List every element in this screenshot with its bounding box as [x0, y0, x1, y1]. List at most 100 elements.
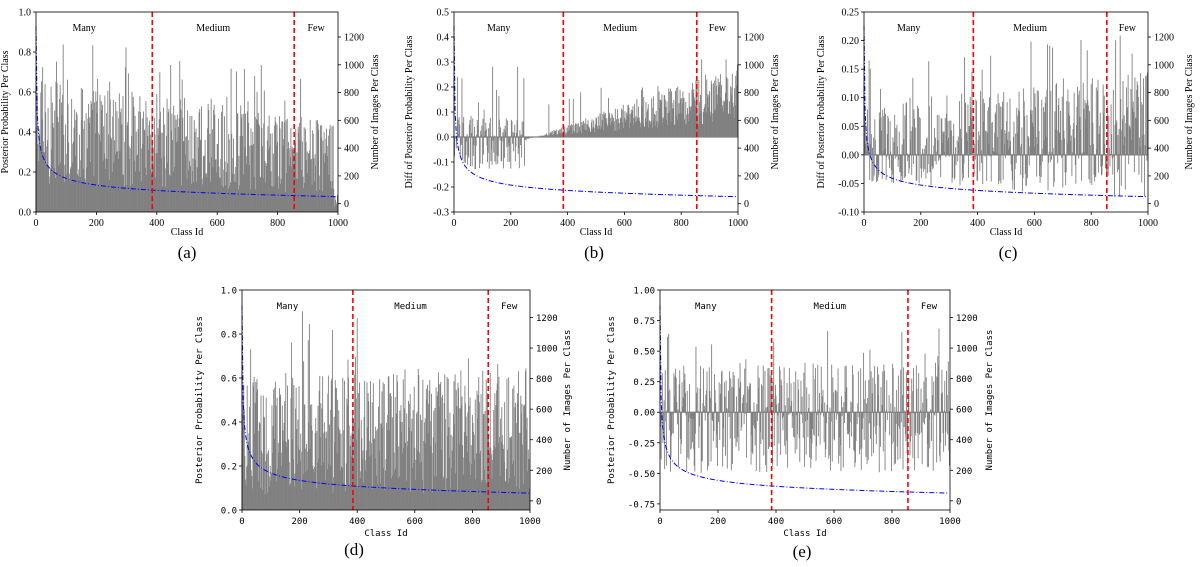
y-left-tick-label: -0.05: [838, 179, 859, 190]
region-label-many: Many: [897, 23, 920, 34]
x-tick-label: 1000: [328, 218, 348, 229]
region-label-few: Few: [307, 23, 325, 34]
y-right-tick-label: 600: [744, 116, 759, 127]
y-left-tick-label: -0.2: [433, 183, 449, 194]
region-label-few: Few: [1119, 23, 1137, 34]
y-right-tick-label: 0: [744, 199, 749, 210]
region-label-many: Many: [695, 302, 717, 312]
bars-c: [863, 35, 1148, 197]
axes-frame-c: [863, 11, 1149, 213]
y-left-tick-label: 0.0: [221, 507, 237, 517]
region-label-few: Few: [709, 23, 727, 34]
y-right-tick-label: 800: [536, 375, 552, 385]
y-left-tick-label: 0.1: [437, 108, 450, 119]
region-label-medium: Medium: [394, 302, 427, 312]
y-left-tick-label: -0.10: [838, 208, 859, 219]
caption-b: (b): [584, 243, 604, 262]
x-tick-label: 1000: [519, 517, 541, 527]
y-left-tick-label: -0.50: [628, 470, 655, 480]
y-right-tick-label: 400: [536, 436, 552, 446]
y-right-tick-label: 0: [536, 497, 541, 507]
x-tick-label: 600: [407, 517, 423, 527]
x-tick-label: 600: [1027, 218, 1042, 229]
x-tick-label: 400: [970, 218, 985, 229]
x-tick-label: 400: [768, 517, 784, 527]
y-left-tick-label: 0.6: [221, 375, 237, 385]
chart-b-svg: Many Medium Few 0 200 400 600 800 1000 -0.3 -0.2 -0…: [404, 8, 781, 239]
y-right-tick-label: 1000: [1154, 60, 1174, 71]
y-left-tick-label: 0.2: [437, 83, 450, 94]
y-left-tick-label: 0.4: [437, 33, 450, 44]
y-left-axis-label: Posterior Probability Per Class: [195, 316, 205, 484]
x-tick-label: 1000: [1138, 218, 1158, 229]
region-label-few: Few: [501, 302, 518, 312]
caption-d: (d): [344, 540, 364, 559]
y-right-tick-label: 200: [344, 171, 359, 182]
region-label-many: Many: [72, 23, 95, 34]
chart-c-svg: Many Medium Few 0 200 400 600 800 1000 -0.10 -0.05…: [816, 8, 1195, 239]
y-right-tick-label: 0: [344, 199, 349, 210]
bars-d: [241, 311, 530, 510]
y-right-tick-label: 800: [744, 88, 759, 99]
y-left-axis-label: Diff of Posterior Probability Per Class: [404, 35, 415, 188]
y-right-tick-label: 600: [536, 406, 552, 416]
x-tick-label: 0: [34, 218, 39, 229]
x-tick-label: 0: [239, 517, 244, 527]
y-left-tick-label: 0.2: [221, 463, 237, 473]
y-left-tick-label: 0.2: [19, 168, 32, 179]
y-right-tick-label: 800: [1154, 88, 1169, 99]
y-right-tick-label: 1200: [744, 33, 764, 44]
bars-a: [35, 44, 338, 212]
axes-frame-e: [659, 289, 951, 511]
y-right-tick-label: 1200: [956, 314, 978, 324]
x-tick-label: 400: [149, 218, 164, 229]
axes-frame-d: [241, 289, 531, 511]
x-tick-label: 200: [503, 218, 518, 229]
y-left-tick-label: 0.5: [437, 8, 450, 19]
x-tick-label: 600: [210, 218, 225, 229]
y-left-axis-label: Diff of Posterior Probability Per Class: [816, 35, 827, 188]
y-right-tick-label: 200: [956, 467, 972, 477]
y-left-tick-label: 0.4: [19, 128, 32, 139]
y-left-tick-label: 0.0: [19, 208, 32, 219]
y-right-tick-label: 200: [536, 467, 552, 477]
y-left-tick-label: 0.25: [842, 8, 860, 19]
y-right-tick-label: 0: [956, 497, 961, 507]
y-right-axis-label: Number of Images Per Class: [370, 54, 381, 169]
chart-panel-c: Many Medium Few 0 200 400 600 800 1000 -0.10 -0.05…: [802, 0, 1204, 265]
y-left-tick-label: 0.15: [842, 65, 860, 76]
y-right-tick-label: 400: [956, 436, 972, 446]
y-right-tick-label: 600: [956, 406, 972, 416]
y-left-tick-label: 1.0: [221, 287, 237, 297]
y-left-axis-label: Posterior Probability Per Class: [607, 316, 617, 484]
y-right-tick-label: 1000: [956, 345, 978, 355]
y-left-tick-label: 0.50: [633, 348, 655, 358]
chart-e-svg: Many Medium Few 0 200 400 600 800 1000 -0.75 -0.50…: [607, 287, 995, 540]
x-axis-label: Class Id: [990, 227, 1023, 238]
y-right-tick-label: 600: [344, 116, 359, 127]
x-tick-label: 600: [617, 218, 632, 229]
x-tick-label: 400: [560, 218, 575, 229]
y-right-axis-label: Number of Images Per Class: [770, 54, 781, 169]
x-tick-label: 0: [862, 218, 867, 229]
y-left-tick-label: 0.05: [842, 122, 860, 133]
x-tick-label: 0: [452, 218, 457, 229]
y-left-tick-label: 1.00: [633, 287, 655, 297]
y-left-tick-label: 0.00: [842, 150, 860, 161]
caption-a: (a): [177, 243, 197, 262]
chart-d-svg: Many Medium Few 0 200 400 600 800 1000 0.0 0.2 0.4 0…: [195, 287, 573, 540]
y-right-tick-label: 1000: [744, 60, 764, 71]
y-right-tick-label: 800: [956, 375, 972, 385]
region-label-many: Many: [487, 23, 510, 34]
x-tick-label: 800: [1084, 218, 1099, 229]
y-right-tick-label: 1000: [344, 60, 364, 71]
chart-a-svg: Many Medium Few 0 200 400 600 800 1000 0.0 0.2 0.4 0…: [0, 8, 381, 239]
region-label-medium: Medium: [603, 23, 637, 34]
y-right-axis-label: Number of Images Per Class: [985, 330, 995, 471]
y-right-tick-label: 1200: [536, 314, 558, 324]
x-tick-label: 1000: [939, 517, 961, 527]
y-left-tick-label: -0.25: [628, 439, 655, 449]
y-right-tick-label: 1000: [536, 345, 558, 355]
y-left-tick-label: 0.10: [842, 93, 860, 104]
y-right-tick-label: 1200: [1154, 33, 1174, 44]
